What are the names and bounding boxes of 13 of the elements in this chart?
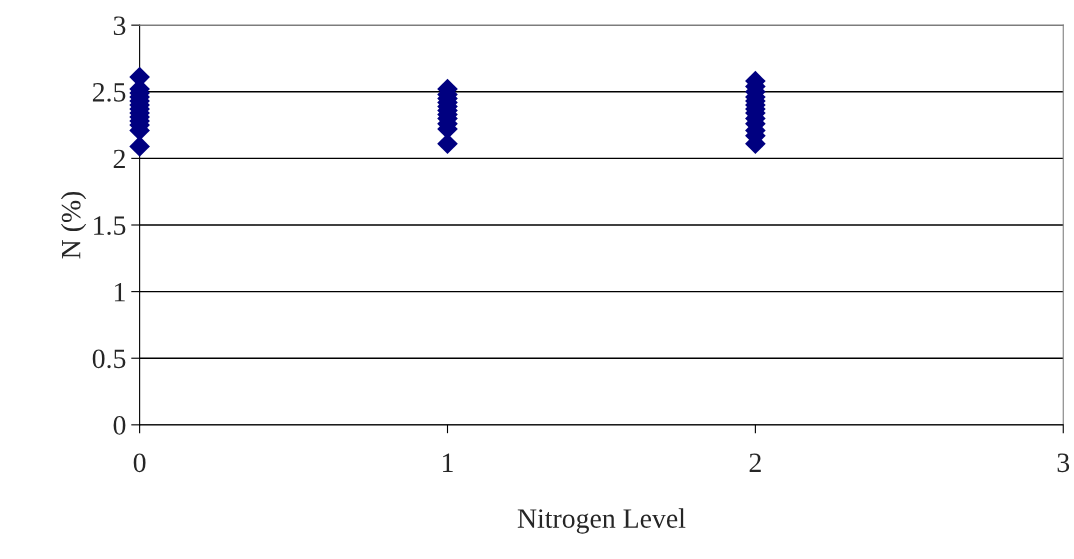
x-tick-label: 1 (443, 453, 453, 472)
y-tick-label: 1 (114, 282, 125, 302)
y-axis-title: N (%) (60, 191, 87, 259)
y-tick-label: 2 (113, 149, 125, 169)
x-tick-label: 0 (133, 453, 146, 473)
y-tick-label: 3 (113, 16, 126, 36)
y-tick-label: 0.5 (92, 349, 126, 369)
y-tick-label: 2.5 (92, 83, 126, 102)
x-tick-label: 3 (1057, 453, 1070, 473)
x-axis-title: Nitrogen Level (517, 508, 686, 534)
y-tick-label: 0 (113, 416, 126, 435)
x-tick-label: 2 (749, 453, 761, 472)
y-tick-label: 1.5 (94, 216, 126, 236)
